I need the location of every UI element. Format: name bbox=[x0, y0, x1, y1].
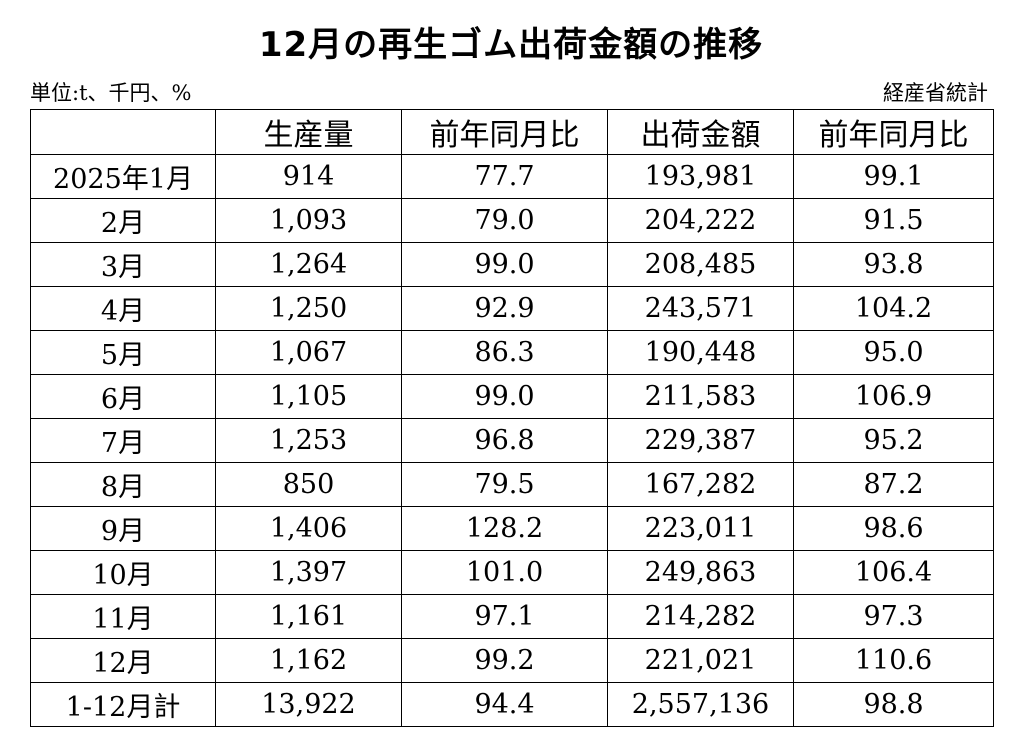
header-cell-production-yoy: 前年同月比 bbox=[401, 109, 608, 155]
period-cell: 3月 bbox=[30, 242, 216, 287]
shipment-value-cell: 208,485 bbox=[607, 242, 794, 287]
table-row: 4月 1,250 92.9 243,571 104.2 bbox=[30, 286, 994, 331]
shipment-value-cell: 2,557,136 bbox=[607, 682, 794, 727]
period-cell: 7月 bbox=[30, 418, 216, 463]
table-body: 2025年1月 914 77.7 193,981 99.1 2月 1,093 79.0 204,… bbox=[30, 154, 994, 727]
shipment-yoy-cell: 91.5 bbox=[793, 198, 994, 243]
period-cell: 2025年1月 bbox=[30, 154, 216, 199]
shipment-yoy-cell: 87.2 bbox=[793, 462, 994, 507]
production-cell: 1,093 bbox=[215, 198, 402, 243]
table-header: 生産量 前年同月比 出荷金額 前年同月比 bbox=[30, 109, 994, 155]
header-cell-shipment-value: 出荷金額 bbox=[607, 109, 794, 155]
period-cell: 8月 bbox=[30, 462, 216, 507]
period-cell: 5月 bbox=[30, 330, 216, 375]
shipment-yoy-cell: 98.6 bbox=[793, 506, 994, 551]
period-cell: 9月 bbox=[30, 506, 216, 551]
production-cell: 1,253 bbox=[215, 418, 402, 463]
production-yoy-cell: 99.2 bbox=[401, 638, 608, 683]
production-cell: 1,397 bbox=[215, 550, 402, 595]
shipment-value-cell: 243,571 bbox=[607, 286, 794, 331]
shipment-value-cell: 214,282 bbox=[607, 594, 794, 639]
table-row: 11月 1,161 97.1 214,282 97.3 bbox=[30, 594, 994, 639]
production-cell: 1,162 bbox=[215, 638, 402, 683]
header-cell-period bbox=[30, 109, 216, 155]
production-cell: 914 bbox=[215, 154, 402, 199]
shipment-yoy-cell: 95.2 bbox=[793, 418, 994, 463]
source-label: 経産省統計 bbox=[883, 81, 988, 105]
shipment-yoy-cell: 106.4 bbox=[793, 550, 994, 595]
production-yoy-cell: 96.8 bbox=[401, 418, 608, 463]
page-title: 12月の再生ゴム出荷金額の推移 bbox=[258, 25, 764, 65]
table-row: 7月 1,253 96.8 229,387 95.2 bbox=[30, 418, 994, 463]
production-cell: 1,161 bbox=[215, 594, 402, 639]
shipment-yoy-cell: 110.6 bbox=[793, 638, 994, 683]
shipment-value-cell: 223,011 bbox=[607, 506, 794, 551]
table-row: 9月 1,406 128.2 223,011 98.6 bbox=[30, 506, 994, 551]
period-cell: 4月 bbox=[30, 286, 216, 331]
table-row: 1-12月計 13,922 94.4 2,557,136 98.8 bbox=[30, 682, 994, 727]
shipment-value-cell: 221,021 bbox=[607, 638, 794, 683]
production-yoy-cell: 101.0 bbox=[401, 550, 608, 595]
production-yoy-cell: 79.0 bbox=[401, 198, 608, 243]
unit-label: 単位:t、千円、% bbox=[30, 81, 192, 105]
production-yoy-cell: 79.5 bbox=[401, 462, 608, 507]
shipment-value-cell: 204,222 bbox=[607, 198, 794, 243]
shipment-yoy-cell: 97.3 bbox=[793, 594, 994, 639]
table-row: 2025年1月 914 77.7 193,981 99.1 bbox=[30, 154, 994, 199]
table-row: 5月 1,067 86.3 190,448 95.0 bbox=[30, 330, 994, 375]
production-yoy-cell: 77.7 bbox=[401, 154, 608, 199]
production-yoy-cell: 97.1 bbox=[401, 594, 608, 639]
period-cell: 2月 bbox=[30, 198, 216, 243]
header-row: 生産量 前年同月比 出荷金額 前年同月比 bbox=[30, 109, 994, 155]
shipment-value-cell: 193,981 bbox=[607, 154, 794, 199]
production-cell: 1,406 bbox=[215, 506, 402, 551]
production-cell: 1,067 bbox=[215, 330, 402, 375]
period-cell: 1-12月計 bbox=[30, 682, 216, 727]
shipment-yoy-cell: 104.2 bbox=[793, 286, 994, 331]
production-yoy-cell: 99.0 bbox=[401, 242, 608, 287]
period-cell: 11月 bbox=[30, 594, 216, 639]
production-yoy-cell: 128.2 bbox=[401, 506, 608, 551]
period-cell: 10月 bbox=[30, 550, 216, 595]
table-row: 10月 1,397 101.0 249,863 106.4 bbox=[30, 550, 994, 595]
table-row: 2月 1,093 79.0 204,222 91.5 bbox=[30, 198, 994, 243]
production-yoy-cell: 94.4 bbox=[401, 682, 608, 727]
shipment-yoy-cell: 93.8 bbox=[793, 242, 994, 287]
production-cell: 1,250 bbox=[215, 286, 402, 331]
shipment-value-cell: 167,282 bbox=[607, 462, 794, 507]
shipment-value-cell: 190,448 bbox=[607, 330, 794, 375]
production-cell: 1,105 bbox=[215, 374, 402, 419]
table-row: 12月 1,162 99.2 221,021 110.6 bbox=[30, 638, 994, 683]
production-cell: 850 bbox=[215, 462, 402, 507]
shipment-yoy-cell: 98.8 bbox=[793, 682, 994, 727]
table-row: 3月 1,264 99.0 208,485 93.8 bbox=[30, 242, 994, 287]
production-yoy-cell: 92.9 bbox=[401, 286, 608, 331]
table-row: 8月 850 79.5 167,282 87.2 bbox=[30, 462, 994, 507]
data-table: 生産量 前年同月比 出荷金額 前年同月比 2025年1月 914 77.7 193,9… bbox=[30, 109, 994, 727]
shipment-yoy-cell: 106.9 bbox=[793, 374, 994, 419]
header-cell-shipment-yoy: 前年同月比 bbox=[793, 109, 994, 155]
shipment-value-cell: 211,583 bbox=[607, 374, 794, 419]
shipment-yoy-cell: 95.0 bbox=[793, 330, 994, 375]
shipment-yoy-cell: 99.1 bbox=[793, 154, 994, 199]
production-yoy-cell: 86.3 bbox=[401, 330, 608, 375]
production-yoy-cell: 99.0 bbox=[401, 374, 608, 419]
table-row: 6月 1,105 99.0 211,583 106.9 bbox=[30, 374, 994, 419]
period-cell: 6月 bbox=[30, 374, 216, 419]
header-cell-production: 生産量 bbox=[215, 109, 402, 155]
shipment-value-cell: 249,863 bbox=[607, 550, 794, 595]
production-cell: 13,922 bbox=[215, 682, 402, 727]
shipment-value-cell: 229,387 bbox=[607, 418, 794, 463]
period-cell: 12月 bbox=[30, 638, 216, 683]
production-cell: 1,264 bbox=[215, 242, 402, 287]
